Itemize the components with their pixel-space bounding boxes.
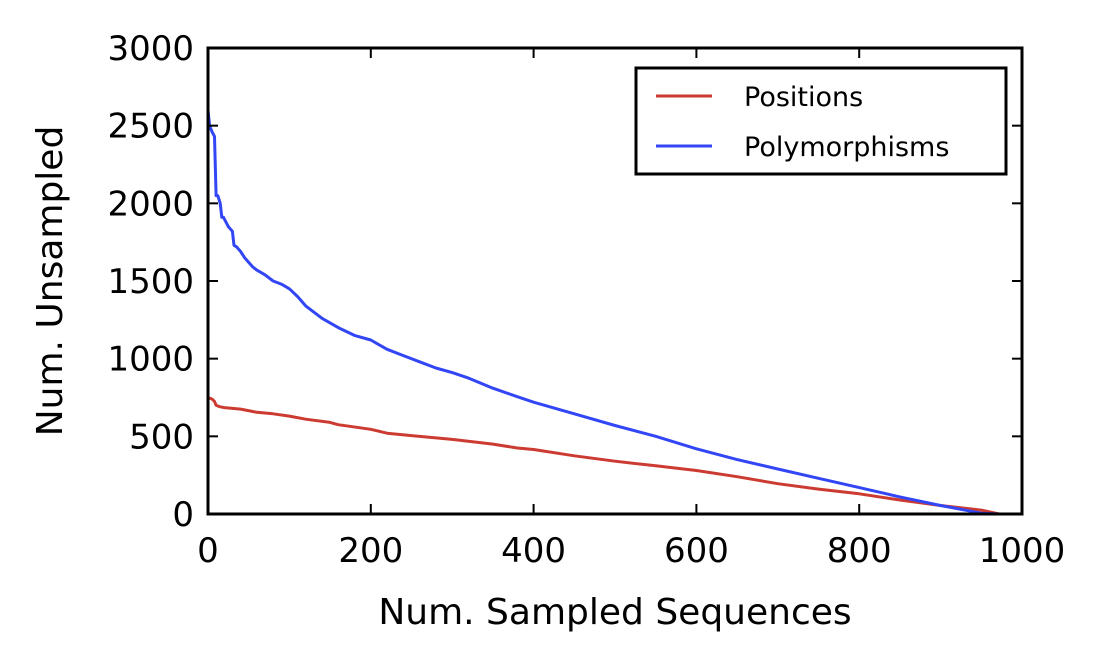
- y-axis-label: Num. Unsampled: [30, 126, 71, 437]
- plot-lines: [206, 109, 1000, 516]
- y-tick-label: 2500: [107, 107, 194, 147]
- x-tick-label: 800: [827, 531, 892, 571]
- y-tick-label: 500: [129, 417, 194, 457]
- y-tick-label: 1500: [107, 262, 194, 302]
- legend-frame: [634, 66, 1008, 176]
- series-line-positions: [207, 396, 1000, 516]
- x-tick-label: 400: [501, 531, 566, 571]
- x-tick-label: 1000: [979, 531, 1066, 571]
- y-tick-label: 3000: [107, 29, 194, 69]
- y-tick-label: 0: [172, 495, 194, 535]
- legend-label-polymorphisms: Polymorphisms: [744, 132, 949, 163]
- series-line-polymorphisms: [206, 109, 1000, 516]
- x-tick-label: 0: [197, 531, 219, 571]
- x-tick-label: 200: [338, 531, 403, 571]
- legend: Positions Polymorphisms: [634, 66, 1008, 176]
- x-axis-label: Num. Sampled Sequences: [378, 592, 851, 633]
- y-tick-label: 1000: [107, 340, 194, 380]
- legend-label-positions: Positions: [744, 82, 863, 113]
- axis-ticks: [207, 47, 1023, 515]
- axis-tick-labels: 0 200 400 600 800 1000 0 500 1000 1500 2000 2500 300…: [107, 29, 1065, 571]
- x-tick-label: 600: [664, 531, 729, 571]
- y-tick-label: 2000: [107, 184, 194, 224]
